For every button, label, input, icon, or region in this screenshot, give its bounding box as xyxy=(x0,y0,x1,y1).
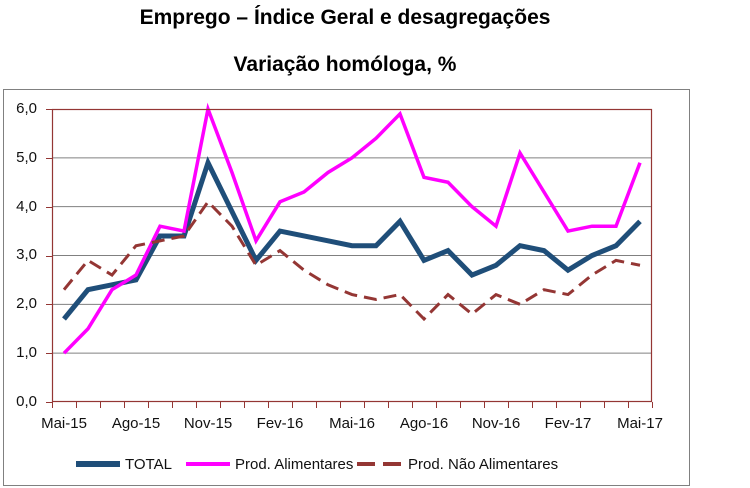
x-axis-tick xyxy=(628,402,629,408)
x-axis-tick xyxy=(436,402,437,408)
x-axis-tick xyxy=(388,402,389,408)
line-prod-alimentares xyxy=(62,102,642,355)
legend-swatch-prod-alimentares-line xyxy=(186,462,230,466)
x-axis-tick-label: Ago-16 xyxy=(399,415,449,432)
x-axis-tick-label: Mai-16 xyxy=(329,415,375,432)
plot-svg xyxy=(51,102,653,403)
x-axis-tick xyxy=(172,402,173,408)
chart-frame: 6,0 5,0 4,0 3,0 2,0 1,0 0,0 Mai-15 Ago-1… xyxy=(3,89,690,486)
x-axis-tick xyxy=(268,402,269,408)
x-axis-tick-label: Fev-17 xyxy=(544,415,592,432)
line-total xyxy=(62,156,642,321)
y-axis-tick-label: 2,0 xyxy=(16,295,37,312)
y-axis-tick xyxy=(46,158,52,159)
x-axis-tick xyxy=(340,402,341,408)
x-axis-tick-label: Ago-15 xyxy=(111,415,161,432)
y-axis-tick xyxy=(46,256,52,257)
x-axis-tick-label: Nov-16 xyxy=(471,415,521,432)
y-axis-tick-label: 3,0 xyxy=(16,246,37,263)
x-axis-tick xyxy=(364,402,365,408)
legend: TOTAL Prod. Alimentares Prod. Não Alimen… xyxy=(4,453,689,475)
x-axis-tick xyxy=(292,402,293,408)
x-axis-tick xyxy=(484,402,485,408)
y-axis-tick-label: 1,0 xyxy=(16,344,37,361)
y-axis-tick-label: 0,0 xyxy=(16,393,37,410)
y-axis-tick-label: 6,0 xyxy=(16,100,37,117)
legend-item-prod-nao-alimentares: Prod. Não Alimentares xyxy=(357,453,558,475)
legend-item-prod-alimentares: Prod. Alimentares xyxy=(186,453,353,475)
x-axis-tick-label: Mai-15 xyxy=(41,415,87,432)
chart-title: Emprego – Índice Geral e desagregações xyxy=(139,6,551,29)
x-axis-tick-label: Fev-16 xyxy=(256,415,304,432)
legend-swatch-total-line xyxy=(76,461,120,467)
y-axis-tick-label: 5,0 xyxy=(16,149,37,166)
x-axis-tick-label: Nov-15 xyxy=(183,415,233,432)
y-axis-tick xyxy=(46,109,52,110)
legend-item-total: TOTAL xyxy=(76,453,172,475)
x-axis-tick xyxy=(412,402,413,408)
y-axis-tick xyxy=(46,207,52,208)
chart-subtitle: Variação homóloga, % xyxy=(233,53,457,76)
x-axis-tick xyxy=(148,402,149,408)
x-axis-tick xyxy=(580,402,581,408)
x-axis-tick xyxy=(316,402,317,408)
x-axis-tick xyxy=(196,402,197,408)
x-axis-tick xyxy=(220,402,221,408)
x-axis-tick-label: Mai-17 xyxy=(617,415,663,432)
legend-label-prod-nao-alimentares: Prod. Não Alimentares xyxy=(408,455,559,473)
x-axis-tick xyxy=(76,402,77,408)
x-axis-tick xyxy=(508,402,509,408)
plot-border xyxy=(51,108,653,403)
x-axis-tick xyxy=(556,402,557,408)
plot-area xyxy=(51,102,653,403)
y-axis-tick xyxy=(46,304,52,305)
x-axis-tick xyxy=(52,402,53,408)
y-axis-tick xyxy=(46,353,52,354)
x-axis-tick xyxy=(100,402,101,408)
x-axis-tick xyxy=(652,402,653,408)
y-axis-tick xyxy=(46,402,52,403)
x-axis-tick xyxy=(124,402,125,408)
line-prod-n-o-alimentares xyxy=(62,199,641,322)
x-axis-tick xyxy=(460,402,461,408)
legend-label-total: TOTAL xyxy=(125,455,172,473)
legend-label-prod-alimentares: Prod. Alimentares xyxy=(235,455,354,473)
y-axis-tick-label: 4,0 xyxy=(16,198,37,215)
x-axis-tick xyxy=(604,402,605,408)
x-axis-tick xyxy=(244,402,245,408)
legend-swatch-prod-nao-alimentares-dashed-line xyxy=(357,462,403,466)
x-axis-tick xyxy=(532,402,533,408)
